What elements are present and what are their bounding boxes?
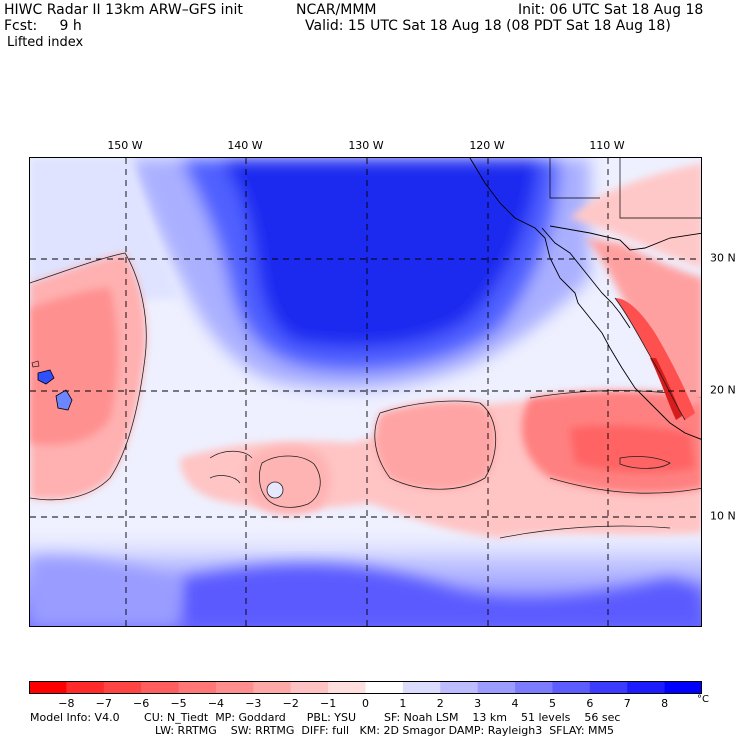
- lon-label-130w: 130 W: [348, 139, 384, 152]
- colorbar-swatch: [589, 681, 628, 694]
- lat-label-30n: 30 N: [710, 251, 736, 265]
- colorbar-swatch: [103, 681, 142, 694]
- lon-label-140w: 140 W: [227, 139, 263, 152]
- map-title: HIWC Radar II 13km ARW–GFS init: [4, 2, 243, 18]
- colorbar-tick-label: 8: [661, 697, 669, 710]
- map-field: [30, 158, 701, 626]
- lat-label-20n: 20 N: [710, 383, 736, 397]
- storm-swirl: [209, 446, 332, 515]
- colorbar-swatch: [440, 681, 479, 694]
- colorbar-tick-label: 6: [586, 697, 594, 710]
- west-unstable-region: [30, 252, 147, 501]
- graticule: [30, 158, 701, 626]
- colorbar-swatch: [477, 681, 516, 694]
- colorbar-tick-label: −3: [245, 697, 262, 710]
- colorbar-swatch: [664, 681, 702, 694]
- colorbar-tick-label: −1: [320, 697, 337, 710]
- field-name: Lifted index: [7, 35, 84, 50]
- colorbar-swatch: [328, 681, 366, 694]
- colorbar-tick-label: −5: [170, 697, 187, 710]
- colorbar-swatch: [29, 681, 67, 694]
- colorbar-tick-label: −7: [95, 697, 112, 710]
- model-info-line-1: Model Info: V4.0 CU: N_Tiedt MP: Goddard…: [30, 711, 621, 724]
- colorbar-tick-label: −2: [282, 697, 299, 710]
- colorbar-tick-label: 5: [548, 697, 556, 710]
- valid-time: Valid: 15 UTC Sat 18 Aug 18 (08 PDT Sat …: [305, 18, 671, 34]
- colorbar-swatch: [66, 681, 105, 694]
- hawaii-islands: [31, 360, 73, 411]
- state-borders: [549, 158, 701, 219]
- organization: NCAR/MMM: [296, 2, 377, 18]
- colorbar-swatch: [515, 681, 553, 694]
- colorbar-border: [29, 681, 702, 694]
- colorbar-swatch: [141, 681, 180, 694]
- colorbar-swatch: [290, 681, 329, 694]
- forecast-hour: Fcst: 9 h: [4, 18, 82, 34]
- colorbar-unit: °C: [697, 694, 709, 705]
- colorbar-tick-label: −4: [207, 697, 225, 710]
- colorbar-tick-label: −8: [58, 697, 75, 710]
- colorbar-tick-label: 4: [511, 697, 519, 710]
- colorbar: [29, 681, 702, 694]
- southwest-stable: [30, 556, 180, 626]
- colorbar-tick-label: 7: [623, 697, 631, 710]
- south-strong-stable: [180, 564, 701, 626]
- mexico-unstable-strip: [570, 163, 701, 421]
- colorbar-tick-label: 0: [362, 697, 369, 710]
- lat-label-10n: 10 N: [710, 509, 736, 523]
- colorbar-swatch: [178, 681, 217, 694]
- colorbar-tick-label: 2: [436, 697, 444, 710]
- lon-label-120w: 120 W: [469, 139, 505, 152]
- colorbar-tick-label: 1: [399, 697, 407, 710]
- colorbar-swatch: [215, 681, 254, 694]
- lon-label-150w: 150 W: [107, 139, 143, 152]
- north-stable-region: [130, 158, 590, 390]
- colorbar-swatch: [253, 681, 292, 694]
- colorbar-swatch: [365, 681, 404, 694]
- us-mexico-border: [549, 225, 701, 251]
- colorbar-swatch: [552, 681, 591, 694]
- colorbar-swatch: [627, 681, 666, 694]
- model-info-line-2: LW: RRTMG SW: RRTMG DIFF: full KM: 2D Sm…: [155, 724, 615, 737]
- colorbar-swatch: [402, 681, 441, 694]
- lon-label-110w: 110 W: [589, 139, 625, 152]
- coastline: [469, 158, 701, 440]
- baja-coastline: [541, 227, 631, 329]
- init-time: Init: 06 UTC Sat 18 Aug 18: [518, 2, 704, 18]
- colorbar-tick-label: −6: [133, 697, 150, 710]
- colorbar-tick-label: 3: [474, 697, 482, 710]
- lifted-index-map: [29, 157, 702, 627]
